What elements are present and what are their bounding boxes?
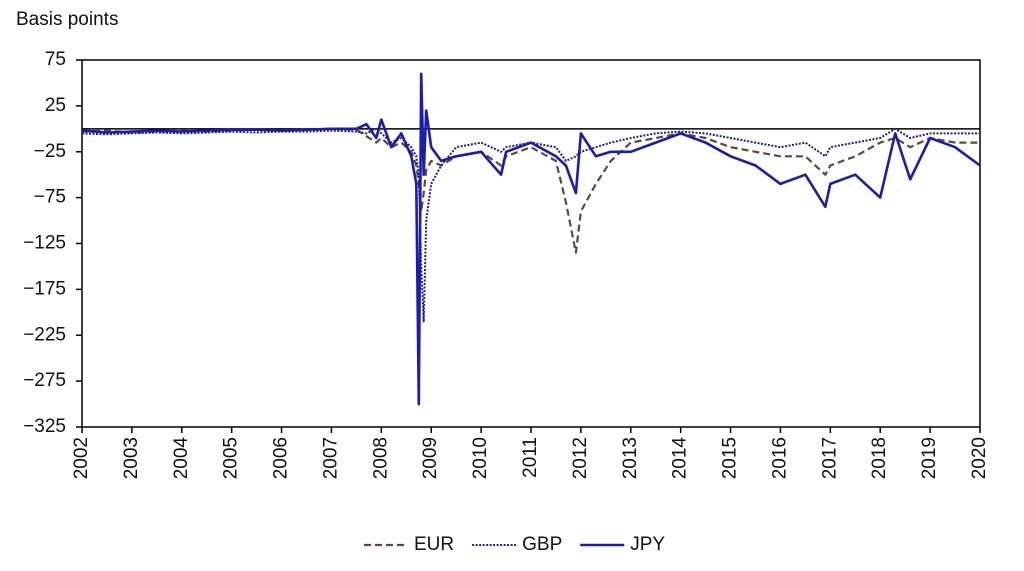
x-tick-label: 2007: [320, 437, 341, 479]
x-tick-label: 2016: [769, 437, 790, 479]
x-tick-label: 2008: [370, 437, 391, 479]
y-tick-label: −75: [34, 187, 66, 208]
x-tick-label: 2014: [670, 437, 691, 480]
x-tick-label: 2019: [919, 437, 940, 479]
x-tick-label: 2015: [720, 437, 741, 479]
x-tick-label: 2010: [470, 437, 491, 479]
legend-label: GBP: [522, 534, 562, 555]
x-tick-label: 2009: [420, 437, 441, 479]
x-tick-label: 2006: [271, 437, 292, 479]
series-line: [81, 72, 981, 406]
x-tick-label: 2002: [71, 437, 92, 479]
x-tick-label: 2005: [221, 437, 242, 479]
y-tick-label: −275: [23, 370, 66, 391]
x-tick-label: 2011: [520, 437, 541, 478]
y-tick-label: −125: [23, 233, 66, 254]
legend-label: EUR: [414, 534, 454, 555]
plot-frame: [81, 59, 981, 428]
y-tick-label: 25: [45, 95, 66, 116]
x-tick-label: 2020: [969, 437, 990, 479]
series-line: [81, 127, 980, 323]
y-tick-label: −25: [34, 141, 66, 162]
legend: EUR GBP JPY: [364, 534, 665, 555]
x-tick-label: 2013: [620, 437, 641, 479]
x-tick-label: 2018: [869, 437, 890, 479]
y-tick-label: −325: [23, 416, 66, 437]
y-tick-label: 75: [45, 49, 66, 70]
y-tick-label: −175: [23, 278, 66, 299]
x-tick-label: 2003: [121, 437, 142, 479]
x-tick-label: 2004: [171, 437, 192, 480]
x-tick-label: 2017: [819, 437, 840, 479]
series-line: [81, 127, 980, 254]
y-axis-label: Basis points: [16, 9, 118, 30]
legend-label: JPY: [630, 534, 665, 555]
y-tick-label: −225: [23, 324, 66, 345]
x-tick-label: 2012: [570, 437, 591, 479]
